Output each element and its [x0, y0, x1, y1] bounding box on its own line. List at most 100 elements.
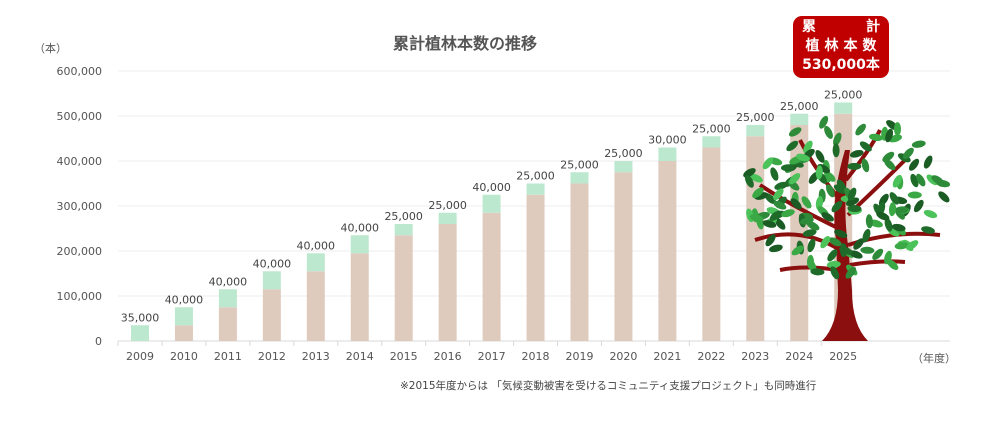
- bar-annual-planting: [306, 253, 325, 272]
- tree-leaf: [820, 236, 831, 249]
- data-label: 40,000: [297, 239, 336, 252]
- y-tick-label: 0: [95, 335, 102, 348]
- x-tick-label: 2019: [566, 350, 594, 363]
- tree-leaf: [893, 122, 901, 137]
- tree-leaf: [827, 249, 838, 262]
- bar-previous-cumulative: [702, 147, 721, 341]
- data-label: 25,000: [560, 158, 599, 171]
- tree-leaf: [902, 147, 914, 160]
- bar-annual-planting: [482, 194, 501, 213]
- tree-leaf: [882, 151, 895, 163]
- tree-leaf: [847, 187, 857, 201]
- tree-leaf: [834, 229, 848, 238]
- tree-leaf: [886, 259, 899, 270]
- tree-leaf: [847, 162, 862, 170]
- tree-leaf: [796, 153, 810, 162]
- bar-previous-cumulative: [526, 194, 545, 341]
- tree-leaf: [836, 179, 847, 192]
- tree-leaf: [884, 250, 892, 265]
- tree-leaf: [749, 214, 764, 222]
- x-tick-label: 2022: [697, 350, 725, 363]
- tree-leaf: [888, 202, 897, 217]
- bar-annual-planting: [658, 147, 677, 161]
- tree-leaf: [872, 248, 884, 261]
- tree-branch: [844, 129, 882, 182]
- data-label: 40,000: [253, 257, 292, 270]
- tree-leaf: [825, 184, 835, 198]
- bar-annual-planting: [746, 125, 765, 137]
- tree-leaf: [868, 133, 883, 142]
- tree-leaf: [789, 173, 801, 185]
- x-tick-label: 2018: [522, 350, 550, 363]
- bar-annual-planting: [394, 224, 413, 236]
- tree-leaf: [821, 212, 834, 222]
- total-badge: 累 計 植林本数 530,000本: [793, 16, 889, 78]
- tree-leaf: [831, 200, 843, 213]
- tree-leaf: [861, 158, 870, 173]
- data-label: 35,000: [121, 311, 160, 324]
- x-tick-label: 2015: [390, 350, 418, 363]
- data-label: 25,000: [780, 100, 819, 113]
- y-tick-label: 100,000: [57, 290, 103, 303]
- tree-leaf: [806, 221, 820, 231]
- data-label: 25,000: [516, 170, 555, 183]
- bar-previous-cumulative: [394, 235, 413, 341]
- bar-previous-cumulative: [658, 161, 677, 341]
- tree-leaf: [749, 173, 763, 183]
- badge-char-2: 計: [866, 19, 880, 35]
- bar-annual-planting: [218, 289, 237, 308]
- tree-leaf: [913, 199, 924, 213]
- tree-leaf: [833, 132, 842, 146]
- tree-leaf: [774, 218, 786, 230]
- tree-leaf: [790, 198, 802, 210]
- tree-leaf: [839, 246, 853, 255]
- data-label: 25,000: [824, 89, 863, 102]
- data-label: 40,000: [165, 293, 204, 306]
- tree-leaf: [936, 179, 951, 188]
- tree-branch: [849, 259, 906, 267]
- tree-leaf: [826, 260, 841, 269]
- bar-annual-planting: [131, 325, 149, 341]
- tree-leaf: [762, 220, 777, 228]
- tree-leaf: [876, 211, 890, 221]
- tree-leaf: [938, 191, 950, 203]
- bar-previous-cumulative: [306, 271, 325, 341]
- x-tick-label: 2025: [829, 350, 857, 363]
- x-tick-label: 2016: [434, 350, 462, 363]
- bar-annual-planting: [438, 212, 457, 224]
- tree-leaf: [894, 206, 909, 214]
- tree-leaf: [859, 141, 872, 152]
- y-axis-unit: （本）: [34, 42, 67, 55]
- x-tick-label: 2020: [609, 350, 637, 363]
- tree-leaf: [884, 218, 893, 232]
- tree-leaf: [885, 128, 894, 143]
- tree-leaf: [916, 173, 926, 187]
- tree-leaf: [806, 254, 814, 269]
- bar-previous-cumulative: [174, 325, 193, 341]
- data-label: 25,000: [736, 111, 775, 124]
- tree-leaf: [791, 245, 804, 256]
- bar-annual-planting: [570, 172, 589, 184]
- bar-previous-cumulative: [350, 253, 369, 341]
- badge-total: 530,000本: [802, 57, 880, 73]
- tree-leaf: [788, 127, 802, 137]
- tree-leaf: [855, 123, 866, 136]
- bar-annual-planting: [526, 183, 545, 195]
- bar-previous-cumulative: [218, 307, 237, 341]
- badge-char-1: 累: [802, 19, 816, 35]
- tree-leaf: [773, 200, 787, 210]
- bar-annual-planting: [614, 161, 633, 173]
- bar-previous-cumulative: [438, 224, 457, 341]
- data-label: 25,000: [384, 210, 423, 223]
- tree-leaf: [923, 209, 938, 219]
- y-tick-label: 200,000: [57, 245, 103, 258]
- x-tick-label: 2017: [478, 350, 506, 363]
- data-label: 25,000: [604, 147, 643, 160]
- x-axis-unit: （年度）: [912, 352, 956, 365]
- footnote: ※2015年度からは 「気候変動被害を受けるコミュニティ支援プロジェクト」も同時…: [400, 380, 817, 392]
- x-tick-label: 2012: [258, 350, 286, 363]
- tree-leaf: [770, 167, 779, 181]
- tree-leaf: [865, 214, 873, 229]
- tree-leaf: [786, 140, 799, 152]
